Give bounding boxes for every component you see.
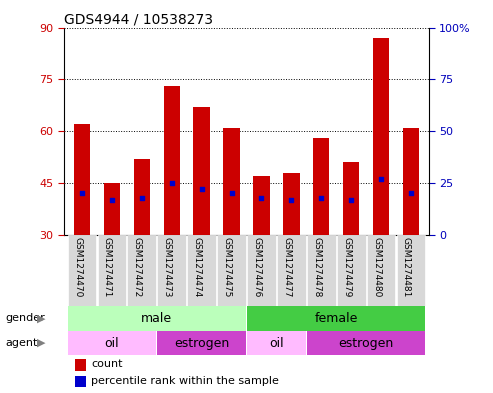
Text: estrogen: estrogen bbox=[339, 336, 394, 349]
Bar bbox=[253, 176, 270, 235]
Bar bbox=[247, 306, 425, 331]
Text: GSM1274478: GSM1274478 bbox=[312, 237, 321, 298]
Text: GSM1274473: GSM1274473 bbox=[163, 237, 172, 298]
Bar bbox=[307, 331, 425, 355]
FancyBboxPatch shape bbox=[247, 235, 276, 306]
FancyBboxPatch shape bbox=[337, 235, 365, 306]
Text: agent: agent bbox=[5, 338, 37, 348]
Point bbox=[78, 190, 86, 196]
Point bbox=[108, 196, 116, 203]
FancyBboxPatch shape bbox=[367, 235, 395, 306]
Text: GSM1274479: GSM1274479 bbox=[342, 237, 351, 298]
Bar bbox=[134, 159, 150, 235]
Point bbox=[228, 190, 236, 196]
Text: GSM1274480: GSM1274480 bbox=[372, 237, 381, 298]
Point bbox=[257, 195, 265, 201]
FancyBboxPatch shape bbox=[396, 235, 425, 306]
Text: oil: oil bbox=[269, 336, 283, 349]
FancyBboxPatch shape bbox=[128, 235, 156, 306]
Point bbox=[347, 196, 355, 203]
Bar bbox=[283, 173, 300, 235]
FancyBboxPatch shape bbox=[277, 235, 306, 306]
FancyBboxPatch shape bbox=[187, 235, 216, 306]
Bar bbox=[343, 162, 359, 235]
Bar bbox=[247, 331, 306, 355]
Text: GSM1274472: GSM1274472 bbox=[133, 237, 142, 297]
Bar bbox=[75, 359, 86, 371]
Text: GSM1274476: GSM1274476 bbox=[252, 237, 261, 298]
Text: ▶: ▶ bbox=[36, 338, 45, 348]
Bar bbox=[68, 331, 156, 355]
Bar bbox=[223, 128, 240, 235]
Point bbox=[168, 180, 176, 186]
Bar bbox=[75, 376, 86, 387]
Bar bbox=[68, 306, 246, 331]
Bar bbox=[157, 331, 246, 355]
Text: GSM1274471: GSM1274471 bbox=[103, 237, 112, 298]
Text: percentile rank within the sample: percentile rank within the sample bbox=[92, 376, 280, 386]
Text: male: male bbox=[141, 312, 173, 325]
Text: oil: oil bbox=[105, 336, 119, 349]
FancyBboxPatch shape bbox=[98, 235, 126, 306]
Bar bbox=[164, 86, 180, 235]
Text: GSM1274470: GSM1274470 bbox=[73, 237, 82, 298]
FancyBboxPatch shape bbox=[217, 235, 246, 306]
Bar bbox=[373, 38, 389, 235]
Text: GSM1274475: GSM1274475 bbox=[222, 237, 232, 298]
Text: ▶: ▶ bbox=[36, 314, 45, 323]
Point bbox=[138, 195, 146, 201]
Text: estrogen: estrogen bbox=[174, 336, 229, 349]
Point bbox=[317, 195, 325, 201]
Point bbox=[287, 196, 295, 203]
Text: gender: gender bbox=[5, 314, 45, 323]
Bar bbox=[403, 128, 419, 235]
Bar bbox=[74, 124, 90, 235]
Point bbox=[407, 190, 415, 196]
Text: GSM1274477: GSM1274477 bbox=[282, 237, 291, 298]
FancyBboxPatch shape bbox=[157, 235, 186, 306]
Text: GSM1274481: GSM1274481 bbox=[402, 237, 411, 298]
Text: GDS4944 / 10538273: GDS4944 / 10538273 bbox=[64, 12, 213, 26]
Text: GSM1274474: GSM1274474 bbox=[193, 237, 202, 297]
FancyBboxPatch shape bbox=[307, 235, 336, 306]
Bar bbox=[104, 183, 120, 235]
Point bbox=[377, 176, 385, 182]
Bar bbox=[193, 107, 210, 235]
Text: count: count bbox=[92, 360, 123, 369]
Point bbox=[198, 186, 206, 193]
Bar bbox=[313, 138, 329, 235]
Text: female: female bbox=[315, 312, 358, 325]
FancyBboxPatch shape bbox=[68, 235, 97, 306]
